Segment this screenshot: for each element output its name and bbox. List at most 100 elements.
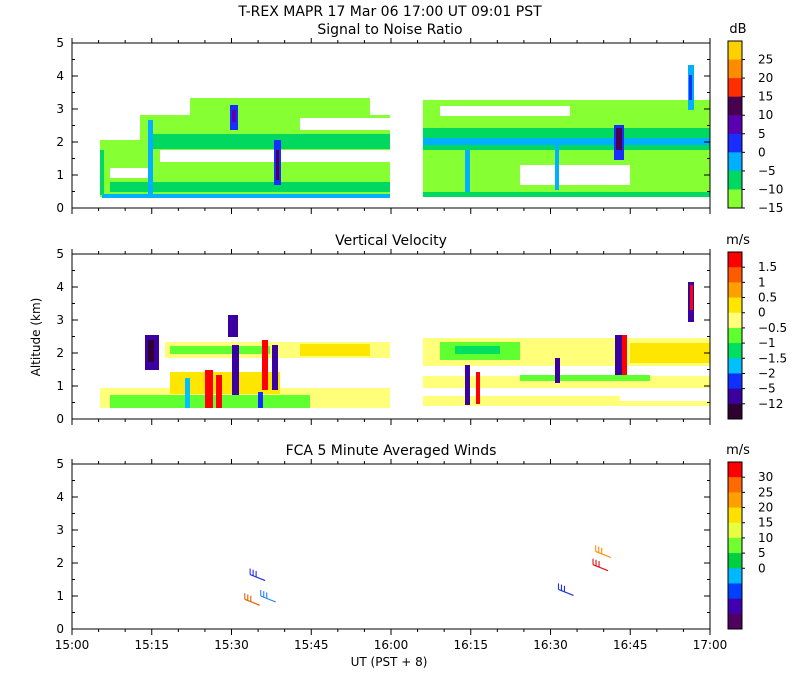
data-gap	[391, 44, 423, 207]
colorbar-swatch	[728, 522, 742, 539]
colorbar-label: 25	[758, 53, 773, 67]
colorbar-swatch	[728, 189, 742, 209]
colorbar-label: −5	[758, 382, 776, 396]
vv-band-2km-yellow	[300, 344, 370, 356]
snr-streak-6-core	[689, 75, 692, 100]
vv-streak-9	[465, 365, 470, 405]
y-tick-label: 2	[56, 556, 64, 570]
colorbar-label: −1	[758, 336, 776, 350]
x-tick-label: 15:30	[214, 638, 249, 652]
y-tick-label: 1	[56, 379, 64, 393]
colorbar-swatch	[728, 282, 742, 299]
vv-streak-red-4	[622, 335, 627, 375]
colorbar-label: 0	[758, 561, 766, 575]
colorbar-label: −12	[758, 397, 783, 411]
snr-streak-7	[465, 150, 470, 195]
colorbar-label: −2	[758, 366, 776, 380]
colorbar-swatch	[728, 312, 742, 329]
colorbar-swatch	[728, 583, 742, 600]
vv-band-2km-yellow-2	[630, 343, 710, 363]
snr-band-ground-2	[420, 192, 710, 197]
snr-gap-4	[440, 106, 570, 116]
vv-streak-8-core	[690, 285, 693, 310]
vv-band-2km-green	[170, 346, 270, 354]
colorbar-label: −1.5	[758, 351, 787, 365]
colorbar-swatch	[728, 568, 742, 584]
vv-streak-red-5	[476, 372, 480, 404]
y-tick-label: 4	[56, 69, 64, 83]
x-axis-label: UT (PST + 8)	[351, 655, 428, 669]
wind-barbs	[244, 545, 611, 606]
wind-barb-shaft	[558, 588, 574, 596]
colorbar-label: 0.5	[758, 291, 777, 305]
vv-streak-2	[232, 345, 239, 395]
colorbar-label: −5	[758, 164, 776, 178]
colorbar-label: 5	[758, 546, 766, 560]
colorbar-unit: m/s	[726, 233, 750, 248]
snr-streak-1-core	[232, 110, 236, 122]
snr-streak-3	[148, 120, 153, 195]
wind-barb	[592, 558, 609, 572]
colorbar-swatch	[728, 598, 742, 615]
vv-streak-5	[185, 378, 190, 408]
y-tick-label: 5	[56, 36, 64, 50]
colorbar-swatch	[728, 343, 742, 359]
x-tick-label: 15:45	[294, 638, 329, 652]
x-tick-label: 16:30	[533, 638, 568, 652]
vv-streak-red-1	[205, 370, 213, 408]
y-tick-label: 0	[56, 412, 64, 426]
vv-heatmap-field	[100, 282, 710, 408]
snr-band-2km	[150, 134, 390, 149]
colorbar-swatch	[728, 403, 742, 420]
colorbar-swatch	[728, 327, 742, 344]
colorbar-label: −10	[758, 182, 783, 196]
colorbar-label: −15	[758, 201, 783, 215]
vv-streak-10	[555, 358, 560, 383]
colorbar-label: 5	[758, 127, 766, 141]
vv-field-low-yellow	[170, 372, 280, 394]
x-tick-label: 16:00	[374, 638, 409, 652]
colorbar-swatch	[728, 170, 742, 190]
colorbar-swatch	[728, 252, 742, 268]
vv-streak-1-core	[148, 340, 154, 362]
y-tick-label: 4	[56, 490, 64, 504]
y-tick-label: 2	[56, 135, 64, 149]
y-axis-label: Altitude (km)	[29, 298, 43, 377]
y-tick-label: 4	[56, 280, 64, 294]
vv-gap-low-2	[620, 395, 710, 401]
colorbar-label: 15	[758, 90, 773, 104]
colorbar-label: 10	[758, 108, 773, 122]
x-tick-label: 15:15	[134, 638, 169, 652]
colorbar-label: 20	[758, 71, 773, 85]
snr-gap-5	[520, 165, 630, 185]
y-tick-label: 5	[56, 457, 64, 471]
colorbar-swatch	[728, 78, 742, 98]
colorbar-swatch	[728, 388, 742, 405]
wind-barb	[595, 545, 611, 559]
colorbar-swatch	[728, 152, 742, 172]
wind-barb-shaft	[595, 550, 611, 559]
snr-field-top	[190, 98, 370, 120]
snr-band-low	[110, 182, 390, 192]
wind-barb-shaft	[249, 573, 266, 582]
wind-barb-shaft	[592, 564, 609, 572]
snr-gap-2	[300, 118, 390, 130]
winds-panel-title: FCA 5 Minute Averaged Winds	[286, 443, 497, 459]
colorbar-swatch	[728, 537, 742, 554]
vv-band-2km-core-2	[455, 346, 500, 354]
colorbar-frame	[727, 461, 743, 630]
y-tick-label: 3	[56, 313, 64, 327]
colorbar-label: 1.5	[758, 260, 777, 274]
wind-barb-shaft	[260, 595, 276, 603]
vv-streak-red-2	[216, 375, 222, 408]
colorbar-label: −0.5	[758, 321, 787, 335]
colorbar-swatch	[728, 297, 742, 314]
figure-title: T-REX MAPR 17 Mar 06 17:00 UT 09:01 PST	[238, 4, 542, 20]
colorbar-swatch	[728, 373, 742, 390]
snr-streak-4	[100, 150, 104, 195]
colorbar-swatch	[728, 477, 742, 493]
colorbar-swatch	[728, 613, 742, 630]
vv-streak-7	[615, 335, 622, 375]
colorbar-label: 1	[758, 275, 766, 289]
y-tick-label: 3	[56, 523, 64, 537]
